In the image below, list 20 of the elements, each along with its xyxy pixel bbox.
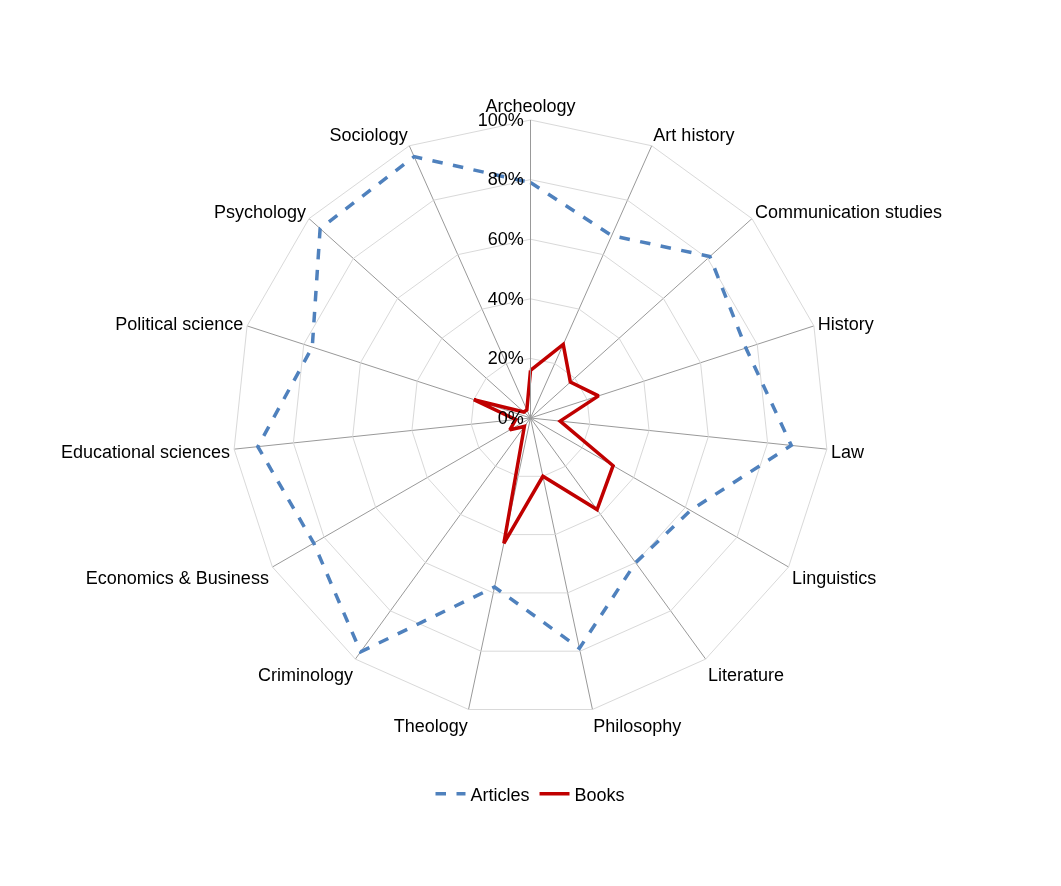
spoke-label: Philosophy [593, 716, 682, 737]
y-tick-label: 40% [487, 288, 524, 309]
y-tick-label: 60% [487, 229, 524, 250]
spoke-label: History [817, 313, 874, 334]
legend-label: Articles [470, 784, 530, 805]
spoke-label: Literature [708, 664, 785, 685]
spoke-label: Economics & Business [85, 567, 269, 588]
spoke-label: Linguistics [792, 567, 877, 588]
spoke-label: Educational sciences [60, 441, 231, 462]
spoke-label: Political science [115, 313, 244, 334]
spoke-label: Communication studies [755, 202, 943, 223]
spoke-label: Psychology [213, 202, 306, 223]
spoke-label: Art history [653, 125, 735, 146]
y-tick-label: 20% [487, 348, 524, 369]
spoke-label: Theology [393, 716, 468, 737]
y-tick-label: 80% [487, 169, 524, 190]
spoke-label: Law [830, 441, 865, 462]
spoke-label: Sociology [329, 125, 408, 146]
spoke-label: Criminology [257, 664, 353, 685]
legend-label: Books [574, 784, 625, 805]
